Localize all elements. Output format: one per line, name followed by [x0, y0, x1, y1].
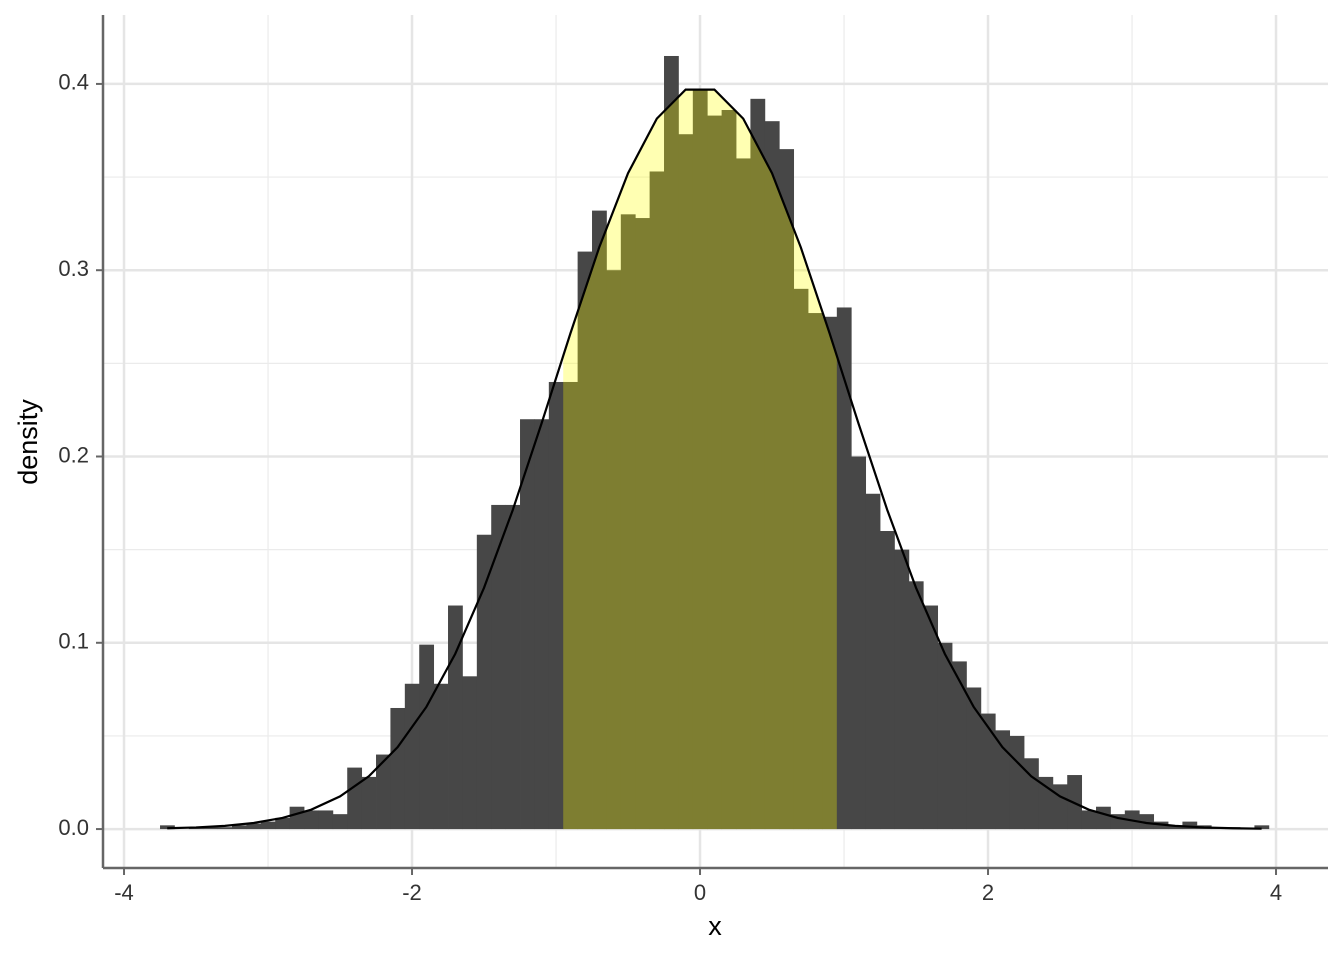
bar — [476, 534, 492, 830]
bar — [232, 825, 247, 830]
bar — [419, 644, 435, 830]
bar — [764, 121, 780, 830]
marks — [160, 55, 1270, 830]
bar — [880, 531, 895, 830]
x-tick-label: -4 — [114, 880, 134, 905]
x-tick-label: 0 — [694, 880, 706, 905]
bar — [952, 661, 967, 830]
y-tick-label: 0.3 — [58, 256, 89, 281]
bar — [1024, 758, 1039, 830]
bar — [491, 504, 507, 830]
bar — [692, 89, 708, 830]
y-tick-label: 0.2 — [58, 442, 89, 467]
bar — [304, 810, 319, 830]
bar — [390, 707, 406, 830]
bar — [505, 504, 521, 830]
y-tick-label: 0.4 — [58, 70, 89, 95]
bar — [664, 55, 679, 830]
bar — [534, 419, 550, 830]
bar — [347, 767, 363, 830]
bar — [376, 754, 391, 830]
bar — [1038, 776, 1054, 830]
bar — [836, 307, 852, 830]
bar — [592, 210, 607, 830]
bar — [1168, 825, 1183, 830]
bar — [894, 549, 910, 830]
bar — [721, 110, 737, 830]
bar — [750, 98, 766, 830]
bar — [1096, 806, 1111, 830]
bar — [1139, 814, 1155, 830]
bar — [217, 827, 233, 830]
bar — [361, 776, 377, 830]
y-tick-label: 0.1 — [58, 629, 89, 654]
bar — [851, 456, 867, 830]
bar — [203, 827, 219, 830]
bar — [1009, 735, 1025, 830]
bar — [318, 810, 334, 830]
bar — [260, 821, 276, 830]
density-curve — [167, 88, 1262, 830]
x-axis-label: x — [708, 911, 722, 941]
bar — [577, 251, 593, 830]
shaded-area — [563, 89, 837, 830]
bar — [937, 642, 953, 830]
bar — [649, 171, 665, 830]
x-tick-label: 4 — [1270, 880, 1282, 905]
bar — [808, 313, 823, 830]
bar — [520, 419, 535, 830]
bar — [980, 713, 996, 830]
y-tick-label: 0.0 — [58, 815, 89, 840]
bar — [433, 683, 449, 830]
bar — [1254, 825, 1270, 830]
bar — [908, 581, 924, 830]
bar — [548, 381, 564, 830]
bar — [779, 149, 795, 830]
bar — [404, 683, 420, 830]
bar — [865, 493, 881, 830]
bar — [563, 381, 579, 830]
bar — [1081, 810, 1097, 830]
bar — [332, 814, 348, 830]
bar — [462, 676, 478, 830]
x-tick-label: -2 — [402, 880, 422, 905]
bar — [1052, 784, 1068, 830]
bar — [822, 316, 838, 830]
bar — [620, 214, 636, 830]
bar — [793, 288, 809, 830]
bar — [678, 134, 694, 830]
bar — [966, 687, 982, 830]
bar — [606, 270, 622, 830]
bar — [289, 806, 305, 830]
bar — [635, 218, 651, 830]
bar — [707, 115, 723, 830]
bar — [736, 158, 751, 830]
y-axis-label: density — [13, 399, 43, 485]
bar — [995, 730, 1011, 830]
bar — [246, 823, 262, 830]
bar — [923, 605, 939, 830]
x-tick-label: 2 — [982, 880, 994, 905]
bar — [275, 817, 291, 830]
bar — [1182, 821, 1198, 830]
